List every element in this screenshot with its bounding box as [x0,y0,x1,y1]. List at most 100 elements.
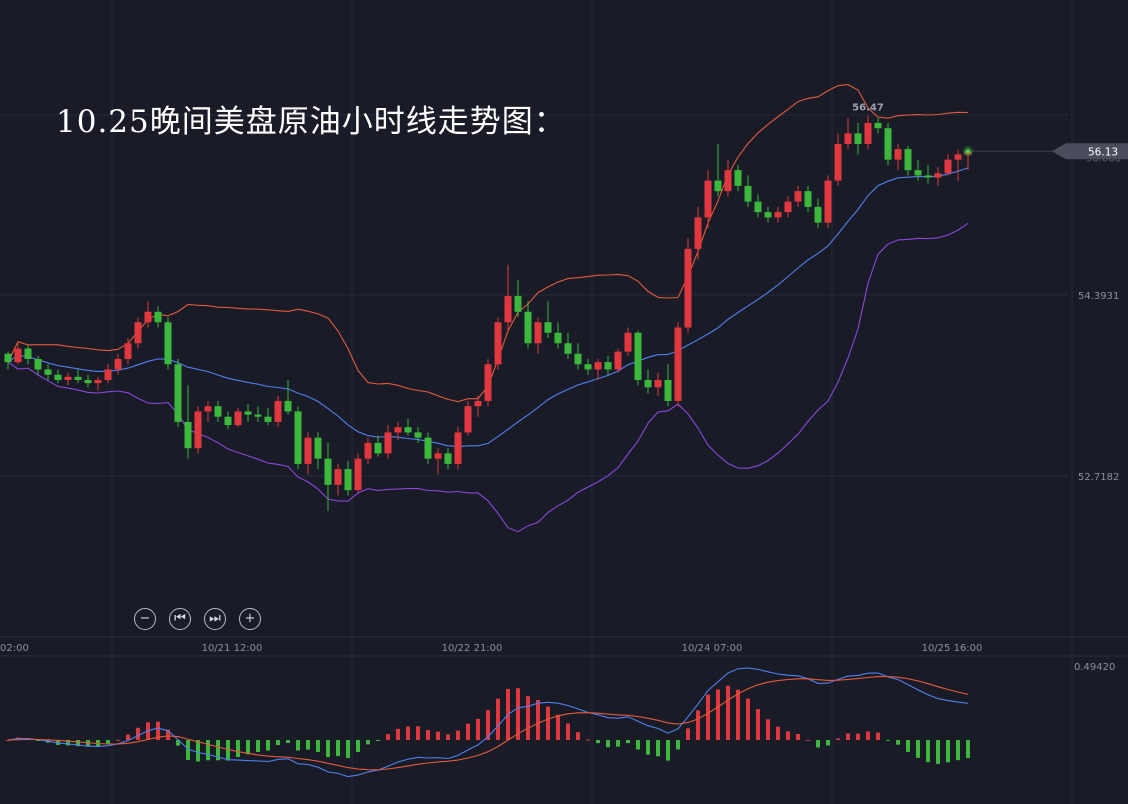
current-price-label: 56.13 [1088,146,1118,158]
candle-body [324,458,332,485]
macd-histogram-bar [576,732,580,740]
price-axis-label: 54.3931 [1078,291,1119,302]
macd-histogram-bar [86,740,90,747]
candle-body [854,133,862,144]
zoom-in-button[interactable]: + [239,608,261,630]
macd-histogram-bar [856,733,860,740]
macd-histogram-bar [566,723,570,740]
candle-body [514,296,522,312]
macd-histogram-bar [746,698,750,740]
candle-body [894,149,902,160]
macd-histogram-bar [706,694,710,740]
macd-histogram-bar [316,740,320,752]
macd-histogram-bar [36,740,40,741]
max-price-label: 56.47 [852,103,884,114]
candle-body [884,128,892,160]
macd-histogram-bar [226,740,230,761]
candle-body [864,122,872,144]
macd-histogram-bar [926,740,930,763]
candle-body [374,442,382,454]
candle-body [564,343,572,354]
candle-body [764,212,772,218]
macd-histogram-bar [416,726,420,740]
macd-histogram-bar [246,740,250,755]
candle-body [824,180,832,223]
zoom-out-button[interactable]: − [134,608,156,630]
boll-lower-line [7,222,969,533]
candle-body [954,154,962,160]
candle-body [934,173,942,178]
candle-body [684,248,692,328]
candle-body [274,400,282,422]
candle-body [464,406,472,433]
macd-histogram-bar [816,740,820,748]
macd-histogram-bar [256,740,260,752]
candle-body [844,133,852,144]
zoom-out-icon: − [139,611,151,626]
candle-body [594,362,602,370]
candle-body [714,180,722,192]
macd-histogram-bar [536,699,540,740]
macd-histogram-bar [456,730,460,740]
candle-body [254,414,262,417]
candle-body [654,379,662,388]
macd-axis-label: 0.49420 [1074,662,1115,673]
macd-histogram-bar [276,740,280,746]
macd-histogram-bar [826,740,830,746]
macd-histogram-bar [206,740,210,761]
candle-body [284,400,292,412]
candle-body [234,411,242,426]
macd-histogram-bar [406,726,410,740]
macd-histogram-bar [156,721,160,740]
macd-histogram-bar [136,727,140,740]
candle-body [674,327,682,401]
candle-body [804,191,812,207]
candle-body [924,175,932,178]
candle-body [574,353,582,365]
candle-body [204,406,212,412]
macd-histogram-bar [716,689,720,740]
macd-histogram-bar [266,740,270,751]
candle-body [604,362,612,370]
macd-histogram-bar [376,740,380,741]
macd-histogram-bar [946,740,950,763]
skip-back-icon: ⏮ [174,611,186,626]
candle-body [704,180,712,218]
candle-body [624,332,632,352]
candle-body [484,364,492,401]
macd-histogram-bar [166,729,170,740]
candle-body [94,379,102,384]
macd-histogram-bar [886,740,890,741]
skip-forward-button[interactable]: ⏭ [204,608,226,630]
macd-histogram-bar [516,688,520,740]
macd-histogram-bar [866,731,870,740]
macd-histogram-bar [466,723,470,740]
macd-dea-line [7,676,969,771]
macd-histogram-bar [216,740,220,761]
candle-body [414,432,422,438]
candle-body [154,311,162,323]
macd-histogram-bar [836,738,840,740]
macd-histogram-bar [116,739,120,741]
macd-histogram-bar [526,696,530,740]
candle-body [444,453,452,464]
macd-histogram-bar [686,728,690,740]
candle-body [494,322,502,365]
macd-histogram-bar [126,734,130,740]
macd-histogram-bar [726,685,730,740]
candle-body [174,364,182,422]
macd-histogram-bar [196,740,200,762]
candle-body [794,191,802,202]
candle-body [84,379,92,384]
macd-histogram-bar [286,740,290,743]
time-axis-label: 10/24 07:00 [682,643,743,654]
candle-body [434,453,442,459]
macd-histogram-bar [546,706,550,740]
skip-back-button[interactable]: ⏮ [169,608,191,630]
macd-histogram-bar [356,740,360,753]
candle-body [144,311,152,323]
candle-body [534,322,542,344]
candle-body [734,170,742,186]
